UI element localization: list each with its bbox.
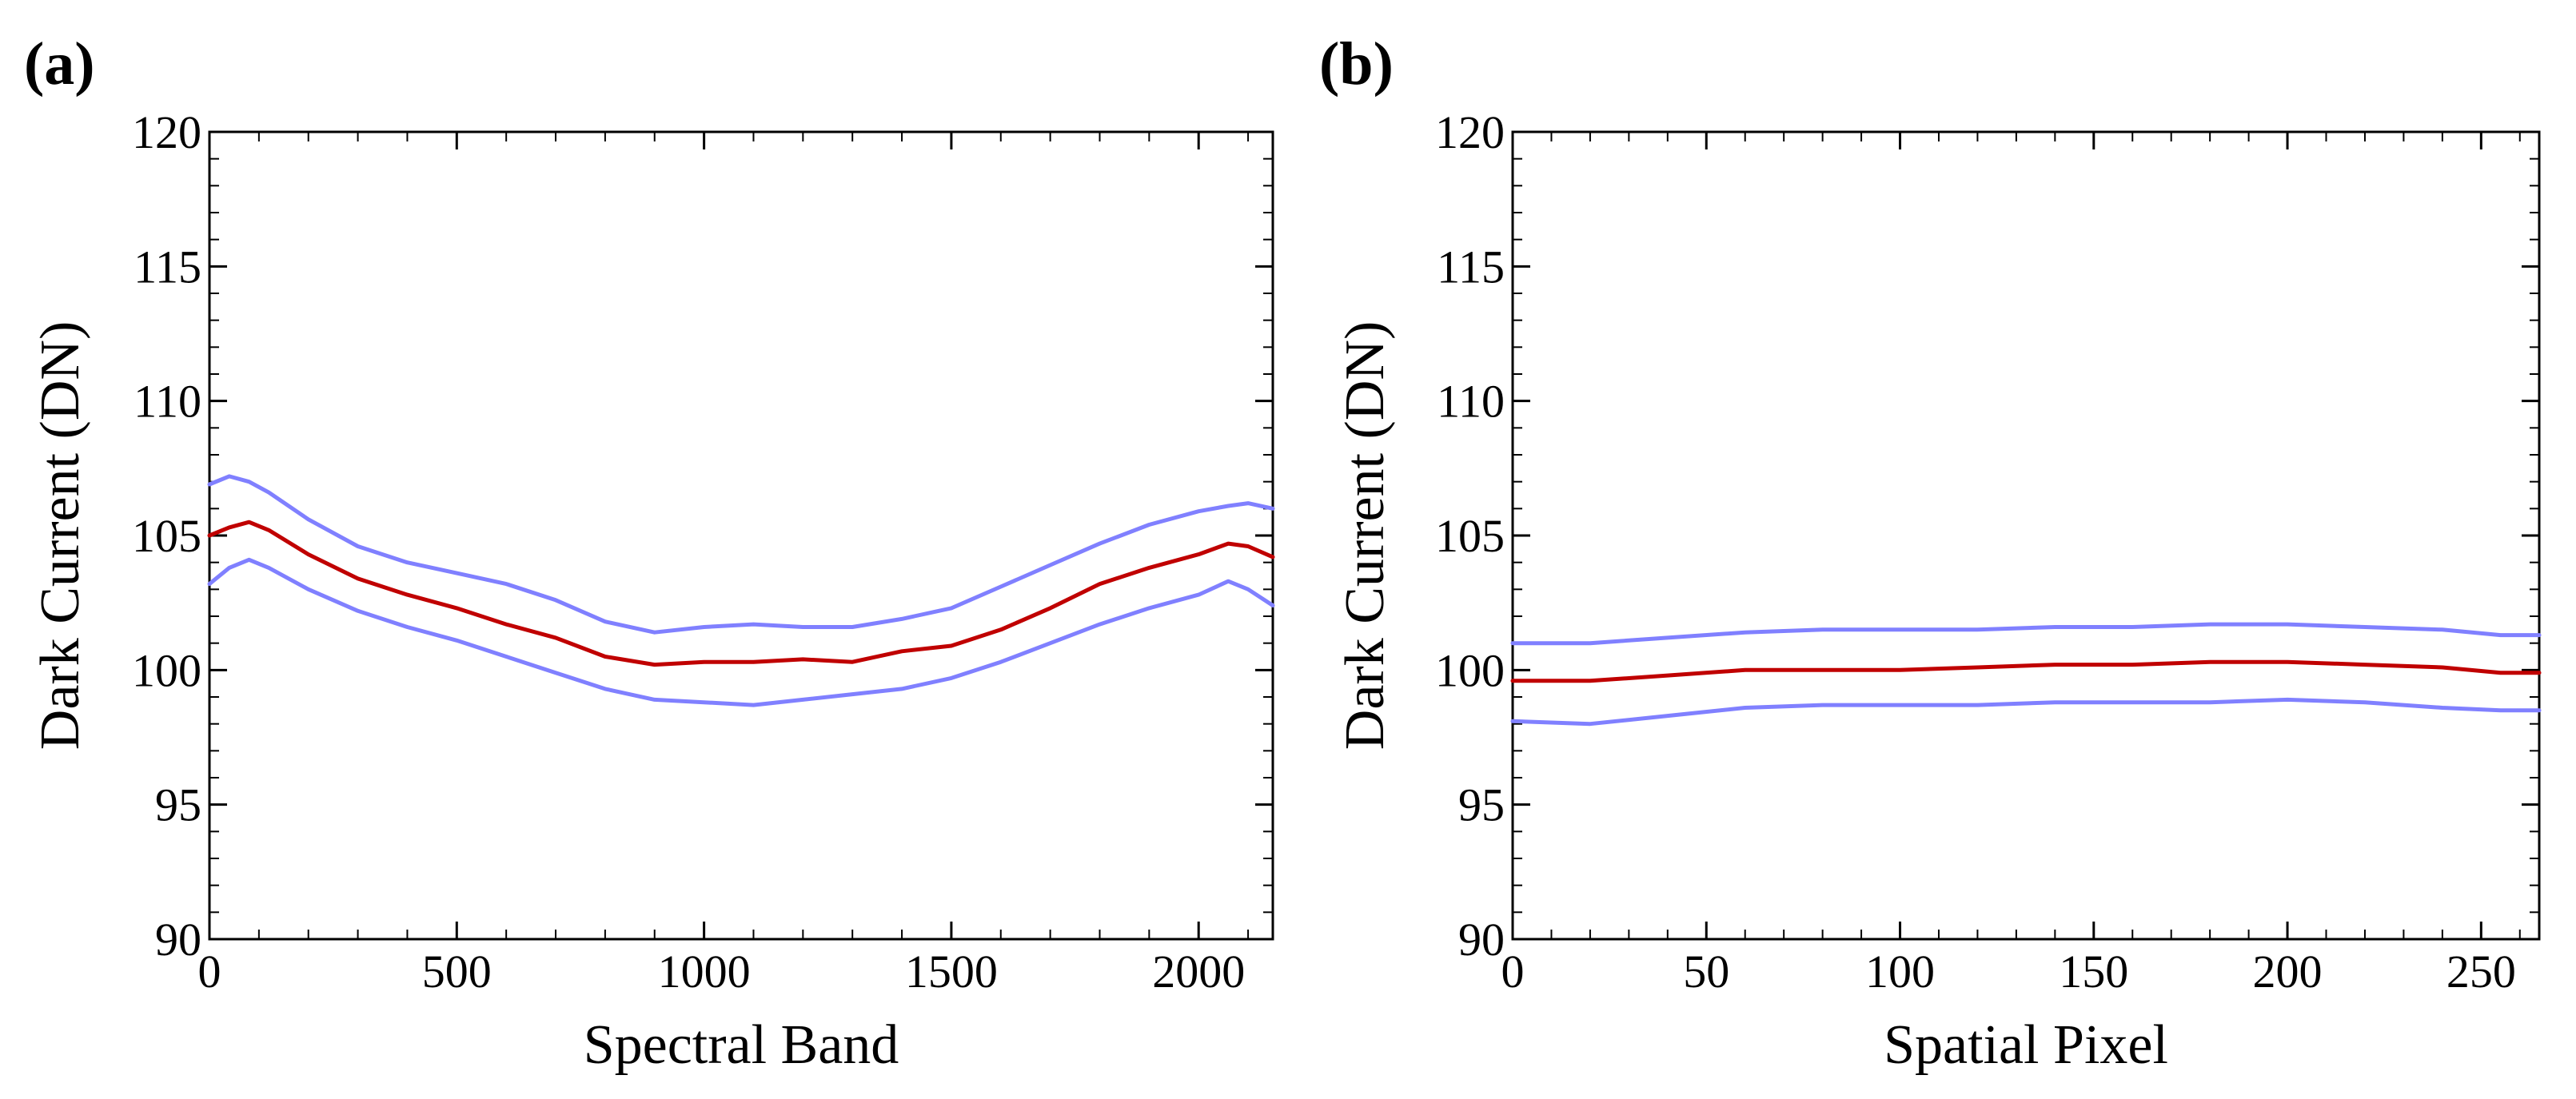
x-tick-label: 1000 xyxy=(658,946,751,997)
x-tick-label: 250 xyxy=(2446,946,2516,997)
panel-a-series xyxy=(207,474,1275,707)
x-tick-label: 1500 xyxy=(905,946,998,997)
panel-a-y-axis-title: Dark Current (DN) xyxy=(30,321,91,750)
panel-b-ticks: 0 50 100 150 200 250 90 95 100 105 110 115 120 xyxy=(1435,106,2539,997)
y-tick-label: 90 xyxy=(1458,914,1505,966)
y-tick-label: 95 xyxy=(1458,779,1505,831)
x-tick-label: 200 xyxy=(2253,946,2323,997)
x-tick-label: 2000 xyxy=(1152,946,1245,997)
y-tick-label: 90 xyxy=(155,914,201,966)
series-line-mean xyxy=(207,520,1275,667)
panel-b-plot-frame xyxy=(1511,130,2541,941)
panel-b-x-axis-title: Spatial Pixel xyxy=(1884,1014,2168,1076)
panel-a-x-axis-title: Spectral Band xyxy=(584,1014,899,1076)
y-tick-label: 120 xyxy=(1435,106,1505,158)
y-tick-label: 120 xyxy=(132,106,201,158)
x-tick-label: 150 xyxy=(2059,946,2128,997)
y-tick-label: 105 xyxy=(132,510,201,562)
series-line-upper xyxy=(1510,622,2542,646)
x-tick-label: 100 xyxy=(1865,946,1935,997)
y-tick-label: 110 xyxy=(134,376,201,428)
panel-b: (b) 0 50 100 150 200 250 90 95 100 105 110 115 120 S… xyxy=(1319,30,2542,1076)
panel-a-plot-frame xyxy=(208,130,1274,941)
series-line-lower xyxy=(207,557,1275,707)
panel-b-series xyxy=(1510,622,2542,727)
panel-b-y-axis-title: Dark Current (DN) xyxy=(1334,321,1396,750)
y-tick-label: 115 xyxy=(134,241,201,293)
series-line-mean xyxy=(1510,659,2542,683)
y-tick-label: 105 xyxy=(1435,510,1505,562)
y-tick-label: 95 xyxy=(155,779,201,831)
panel-a-label: (a) xyxy=(24,30,95,98)
series-line-lower xyxy=(1510,697,2542,727)
x-tick-label: 50 xyxy=(1683,946,1729,997)
y-tick-label: 100 xyxy=(132,644,201,696)
panel-a-ticks: 0 500 1000 1500 2000 90 95 100 105 110 115 120 xyxy=(132,106,1273,997)
y-tick-label: 115 xyxy=(1437,241,1505,293)
x-tick-label: 0 xyxy=(198,946,221,997)
panel-a: (a) 0 500 1000 1500 20009095100105110115120 … xyxy=(24,30,1275,1076)
x-tick-label: 0 xyxy=(1501,946,1525,997)
series-line-upper xyxy=(207,474,1275,635)
y-tick-label: 100 xyxy=(1435,644,1505,696)
panel-b-label: (b) xyxy=(1319,30,1394,98)
x-tick-label: 500 xyxy=(422,946,492,997)
y-tick-label: 110 xyxy=(1437,376,1505,428)
